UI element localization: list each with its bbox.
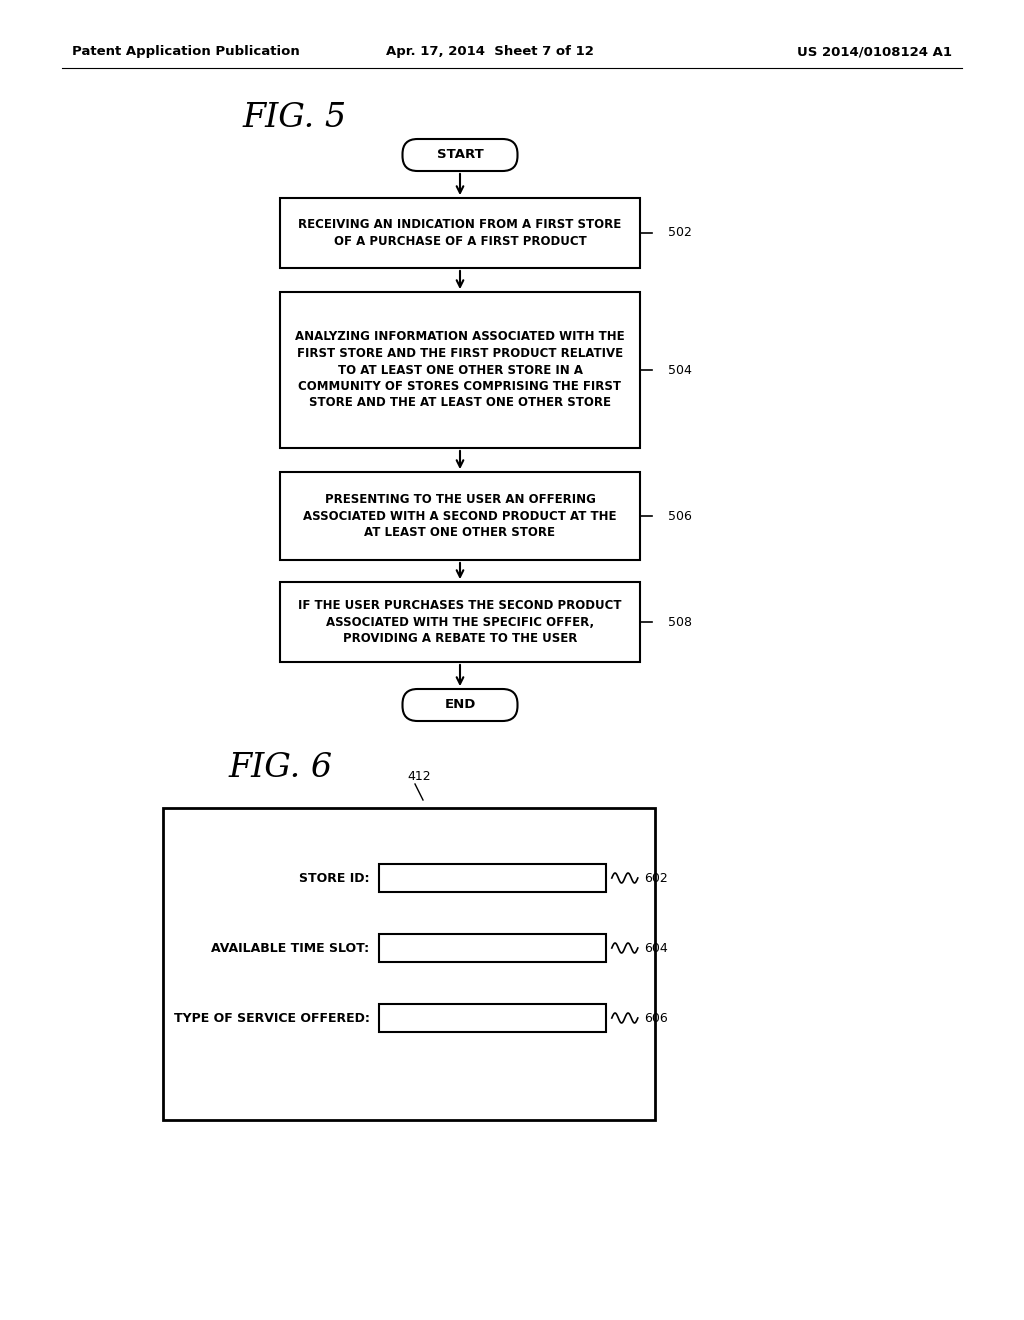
Text: AVAILABLE TIME SLOT:: AVAILABLE TIME SLOT: bbox=[211, 941, 370, 954]
Text: 602: 602 bbox=[644, 871, 668, 884]
Bar bbox=[380, 865, 606, 892]
Text: Apr. 17, 2014  Sheet 7 of 12: Apr. 17, 2014 Sheet 7 of 12 bbox=[386, 45, 594, 58]
Text: TYPE OF SERVICE OFFERED:: TYPE OF SERVICE OFFERED: bbox=[174, 1011, 370, 1024]
Text: 504: 504 bbox=[668, 363, 692, 376]
Text: PRESENTING TO THE USER AN OFFERING
ASSOCIATED WITH A SECOND PRODUCT AT THE
AT LE: PRESENTING TO THE USER AN OFFERING ASSOC… bbox=[303, 492, 616, 539]
Text: FIG. 6: FIG. 6 bbox=[228, 752, 332, 784]
Bar bbox=[280, 582, 640, 663]
Text: FIG. 5: FIG. 5 bbox=[242, 102, 346, 135]
Text: 506: 506 bbox=[668, 510, 692, 523]
Text: END: END bbox=[444, 698, 476, 711]
FancyBboxPatch shape bbox=[402, 139, 517, 172]
Text: STORE ID:: STORE ID: bbox=[299, 871, 370, 884]
Text: Patent Application Publication: Patent Application Publication bbox=[72, 45, 300, 58]
Text: 508: 508 bbox=[668, 615, 692, 628]
Bar bbox=[163, 808, 655, 1119]
Text: RECEIVING AN INDICATION FROM A FIRST STORE
OF A PURCHASE OF A FIRST PRODUCT: RECEIVING AN INDICATION FROM A FIRST STO… bbox=[298, 218, 622, 248]
Text: 502: 502 bbox=[668, 227, 692, 239]
Text: START: START bbox=[436, 149, 483, 161]
Bar bbox=[380, 935, 606, 962]
Text: 606: 606 bbox=[644, 1011, 668, 1024]
Bar bbox=[380, 1005, 606, 1032]
Text: IF THE USER PURCHASES THE SECOND PRODUCT
ASSOCIATED WITH THE SPECIFIC OFFER,
PRO: IF THE USER PURCHASES THE SECOND PRODUCT… bbox=[298, 599, 622, 645]
Text: ANALYZING INFORMATION ASSOCIATED WITH THE
FIRST STORE AND THE FIRST PRODUCT RELA: ANALYZING INFORMATION ASSOCIATED WITH TH… bbox=[295, 330, 625, 409]
Bar bbox=[280, 198, 640, 268]
Text: 604: 604 bbox=[644, 941, 668, 954]
Bar bbox=[280, 473, 640, 560]
Text: US 2014/0108124 A1: US 2014/0108124 A1 bbox=[797, 45, 952, 58]
FancyBboxPatch shape bbox=[402, 689, 517, 721]
Text: 412: 412 bbox=[408, 770, 431, 783]
Bar bbox=[280, 292, 640, 447]
